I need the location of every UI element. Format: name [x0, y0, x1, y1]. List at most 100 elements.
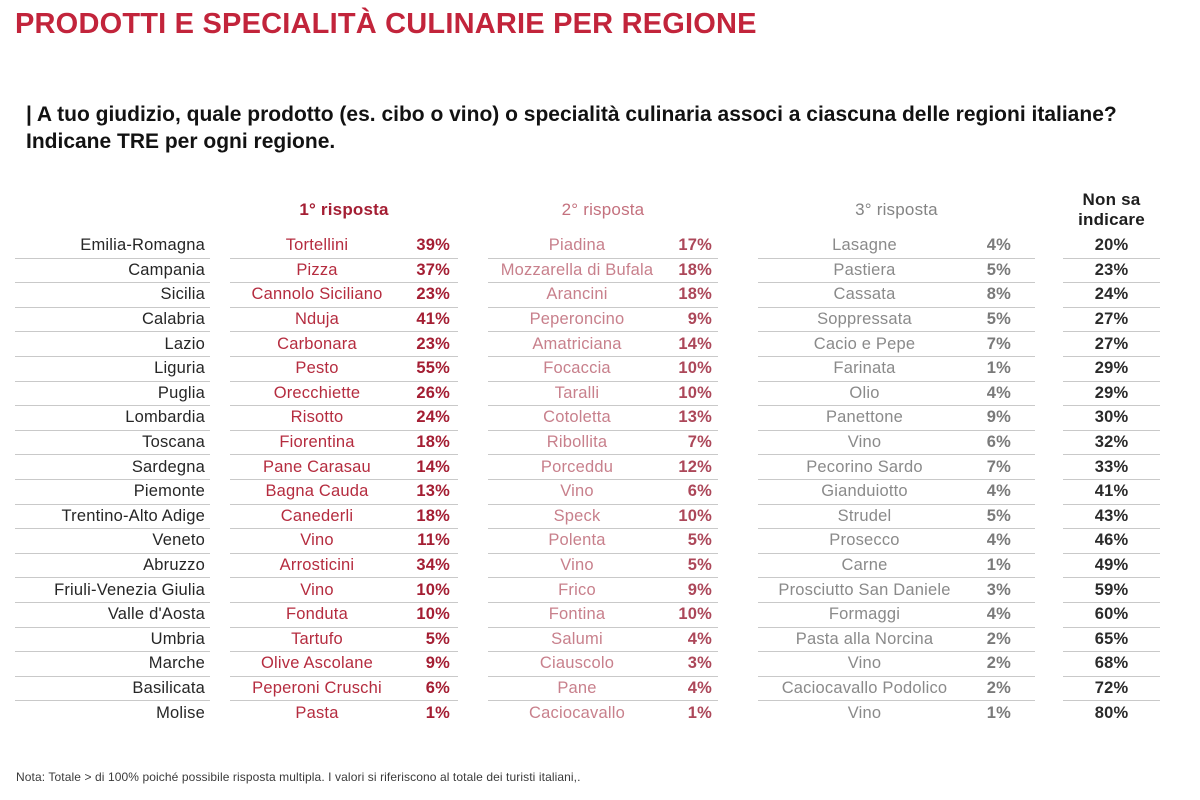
region-label: Puglia — [157, 383, 205, 402]
percent-value: 10% — [416, 580, 450, 599]
second-response-cell: Polenta 5% — [488, 529, 718, 554]
dont-know-cell: 33% — [1063, 455, 1160, 480]
region-cell: Piemonte — [15, 480, 210, 505]
percent-value: 9% — [687, 580, 712, 599]
region-label: Trentino-Alto Adige — [61, 506, 205, 525]
first-response-cell: Arrosticini 34% — [230, 554, 458, 579]
percent-value: 24% — [1094, 285, 1129, 304]
percent-value: 4% — [986, 531, 1011, 550]
second-response-cell: Salumi 4% — [488, 628, 718, 653]
table-row: Basilicata Peperoni Cruschi 6% Pane 4% C… — [15, 677, 1160, 702]
third-response-cell: Prosciutto San Daniele 3% — [758, 578, 1035, 603]
dont-know-cell: 72% — [1063, 677, 1160, 702]
product-label: Cannolo Siciliano — [251, 285, 383, 304]
product-label: Taralli — [554, 383, 600, 402]
product-label: Vino — [560, 482, 594, 501]
percent-value: 23% — [416, 334, 450, 353]
percent-value: 32% — [1094, 433, 1129, 452]
percent-value: 41% — [1094, 482, 1129, 501]
percent-value: 24% — [416, 408, 450, 427]
percent-value: 4% — [986, 236, 1011, 255]
product-label: Pane — [557, 678, 597, 697]
first-response-cell: Bagna Cauda 13% — [230, 480, 458, 505]
percent-value: 5% — [986, 260, 1011, 279]
product-label: Peperoni Cruschi — [252, 678, 382, 697]
table-row: Toscana Fiorentina 18% Ribollita 7% Vino… — [15, 431, 1160, 456]
product-label: Carbonara — [277, 334, 357, 353]
product-label: Carne — [841, 556, 888, 575]
table-row: Veneto Vino 11% Polenta 5% Prosecco 4% 4… — [15, 529, 1160, 554]
region-label: Lombardia — [125, 408, 205, 427]
product-label: Piadina — [548, 236, 606, 255]
region-cell: Marche — [15, 652, 210, 677]
first-response-cell: Canederli 18% — [230, 505, 458, 530]
product-label: Farinata — [833, 359, 896, 378]
percent-value: 33% — [1094, 457, 1129, 476]
percent-value: 46% — [1094, 531, 1129, 550]
product-label: Arancini — [546, 285, 608, 304]
third-response-cell: Formaggi 4% — [758, 603, 1035, 628]
percent-value: 29% — [1094, 383, 1129, 402]
third-response-cell: Pastiera 5% — [758, 259, 1035, 284]
percent-value: 20% — [1094, 236, 1129, 255]
third-response-cell: Carne 1% — [758, 554, 1035, 579]
product-label: Tartufo — [291, 629, 343, 648]
first-response-cell: Fiorentina 18% — [230, 431, 458, 456]
percent-value: 4% — [986, 383, 1011, 402]
percent-value: 2% — [986, 654, 1011, 673]
table-row: Piemonte Bagna Cauda 13% Vino 6% Giandui… — [15, 480, 1160, 505]
percent-value: 2% — [986, 678, 1011, 697]
second-response-cell: Taralli 10% — [488, 382, 718, 407]
region-cell: Valle d'Aosta — [15, 603, 210, 628]
second-response-cell: Fontina 10% — [488, 603, 718, 628]
region-cell: Campania — [15, 259, 210, 284]
product-label: Tortellini — [285, 236, 349, 255]
product-label: Vino — [560, 556, 594, 575]
region-label: Liguria — [154, 359, 205, 378]
percent-value: 4% — [986, 605, 1011, 624]
footnote: Nota: Totale > di 100% poiché possibile … — [16, 770, 581, 784]
percent-value: 65% — [1094, 629, 1129, 648]
product-label: Orecchiette — [273, 383, 361, 402]
product-label: Panettone — [825, 408, 904, 427]
percent-value: 14% — [416, 457, 450, 476]
third-response-cell: Pasta alla Norcina 2% — [758, 628, 1035, 653]
percent-value: 1% — [425, 704, 450, 723]
region-label: Sicilia — [160, 285, 205, 304]
first-response-cell: Tartufo 5% — [230, 628, 458, 653]
percent-value: 39% — [416, 236, 450, 255]
product-label: Cacio e Pepe — [813, 334, 916, 353]
percent-value: 72% — [1094, 678, 1129, 697]
second-response-cell: Cotoletta 13% — [488, 406, 718, 431]
product-label: Nduja — [294, 310, 340, 329]
third-response-cell: Cacio e Pepe 7% — [758, 332, 1035, 357]
region-label: Abruzzo — [143, 556, 205, 575]
percent-value: 18% — [416, 506, 450, 525]
survey-question: | A tuo giudizio, quale prodotto (es. ci… — [26, 102, 1186, 156]
table-row: Molise Pasta 1% Caciocavallo 1% Vino 1% … — [15, 701, 1160, 726]
header-dont-know-line1: Non sa — [1082, 190, 1141, 210]
dont-know-cell: 80% — [1063, 701, 1160, 726]
region-cell: Emilia-Romagna — [15, 234, 210, 259]
third-response-cell: Soppressata 5% — [758, 308, 1035, 333]
first-response-cell: Peperoni Cruschi 6% — [230, 677, 458, 702]
first-response-cell: Nduja 41% — [230, 308, 458, 333]
percent-value: 17% — [678, 236, 712, 255]
product-label: Bagna Cauda — [265, 482, 369, 501]
product-label: Soppressata — [817, 310, 912, 329]
percent-value: 49% — [1094, 556, 1129, 575]
percent-value: 10% — [416, 605, 450, 624]
first-response-cell: Vino 11% — [230, 529, 458, 554]
percent-value: 41% — [416, 310, 450, 329]
dont-know-cell: 65% — [1063, 628, 1160, 653]
product-label: Prosciutto San Daniele — [778, 580, 951, 599]
region-label: Lazio — [164, 334, 205, 353]
first-response-cell: Orecchiette 26% — [230, 382, 458, 407]
product-label: Gianduiotto — [821, 482, 908, 501]
dont-know-cell: 68% — [1063, 652, 1160, 677]
product-label: Risotto — [290, 408, 344, 427]
dont-know-cell: 27% — [1063, 308, 1160, 333]
table-row: Calabria Nduja 41% Peperoncino 9% Soppre… — [15, 308, 1160, 333]
product-label: Amatriciana — [532, 334, 622, 353]
percent-value: 10% — [678, 506, 712, 525]
